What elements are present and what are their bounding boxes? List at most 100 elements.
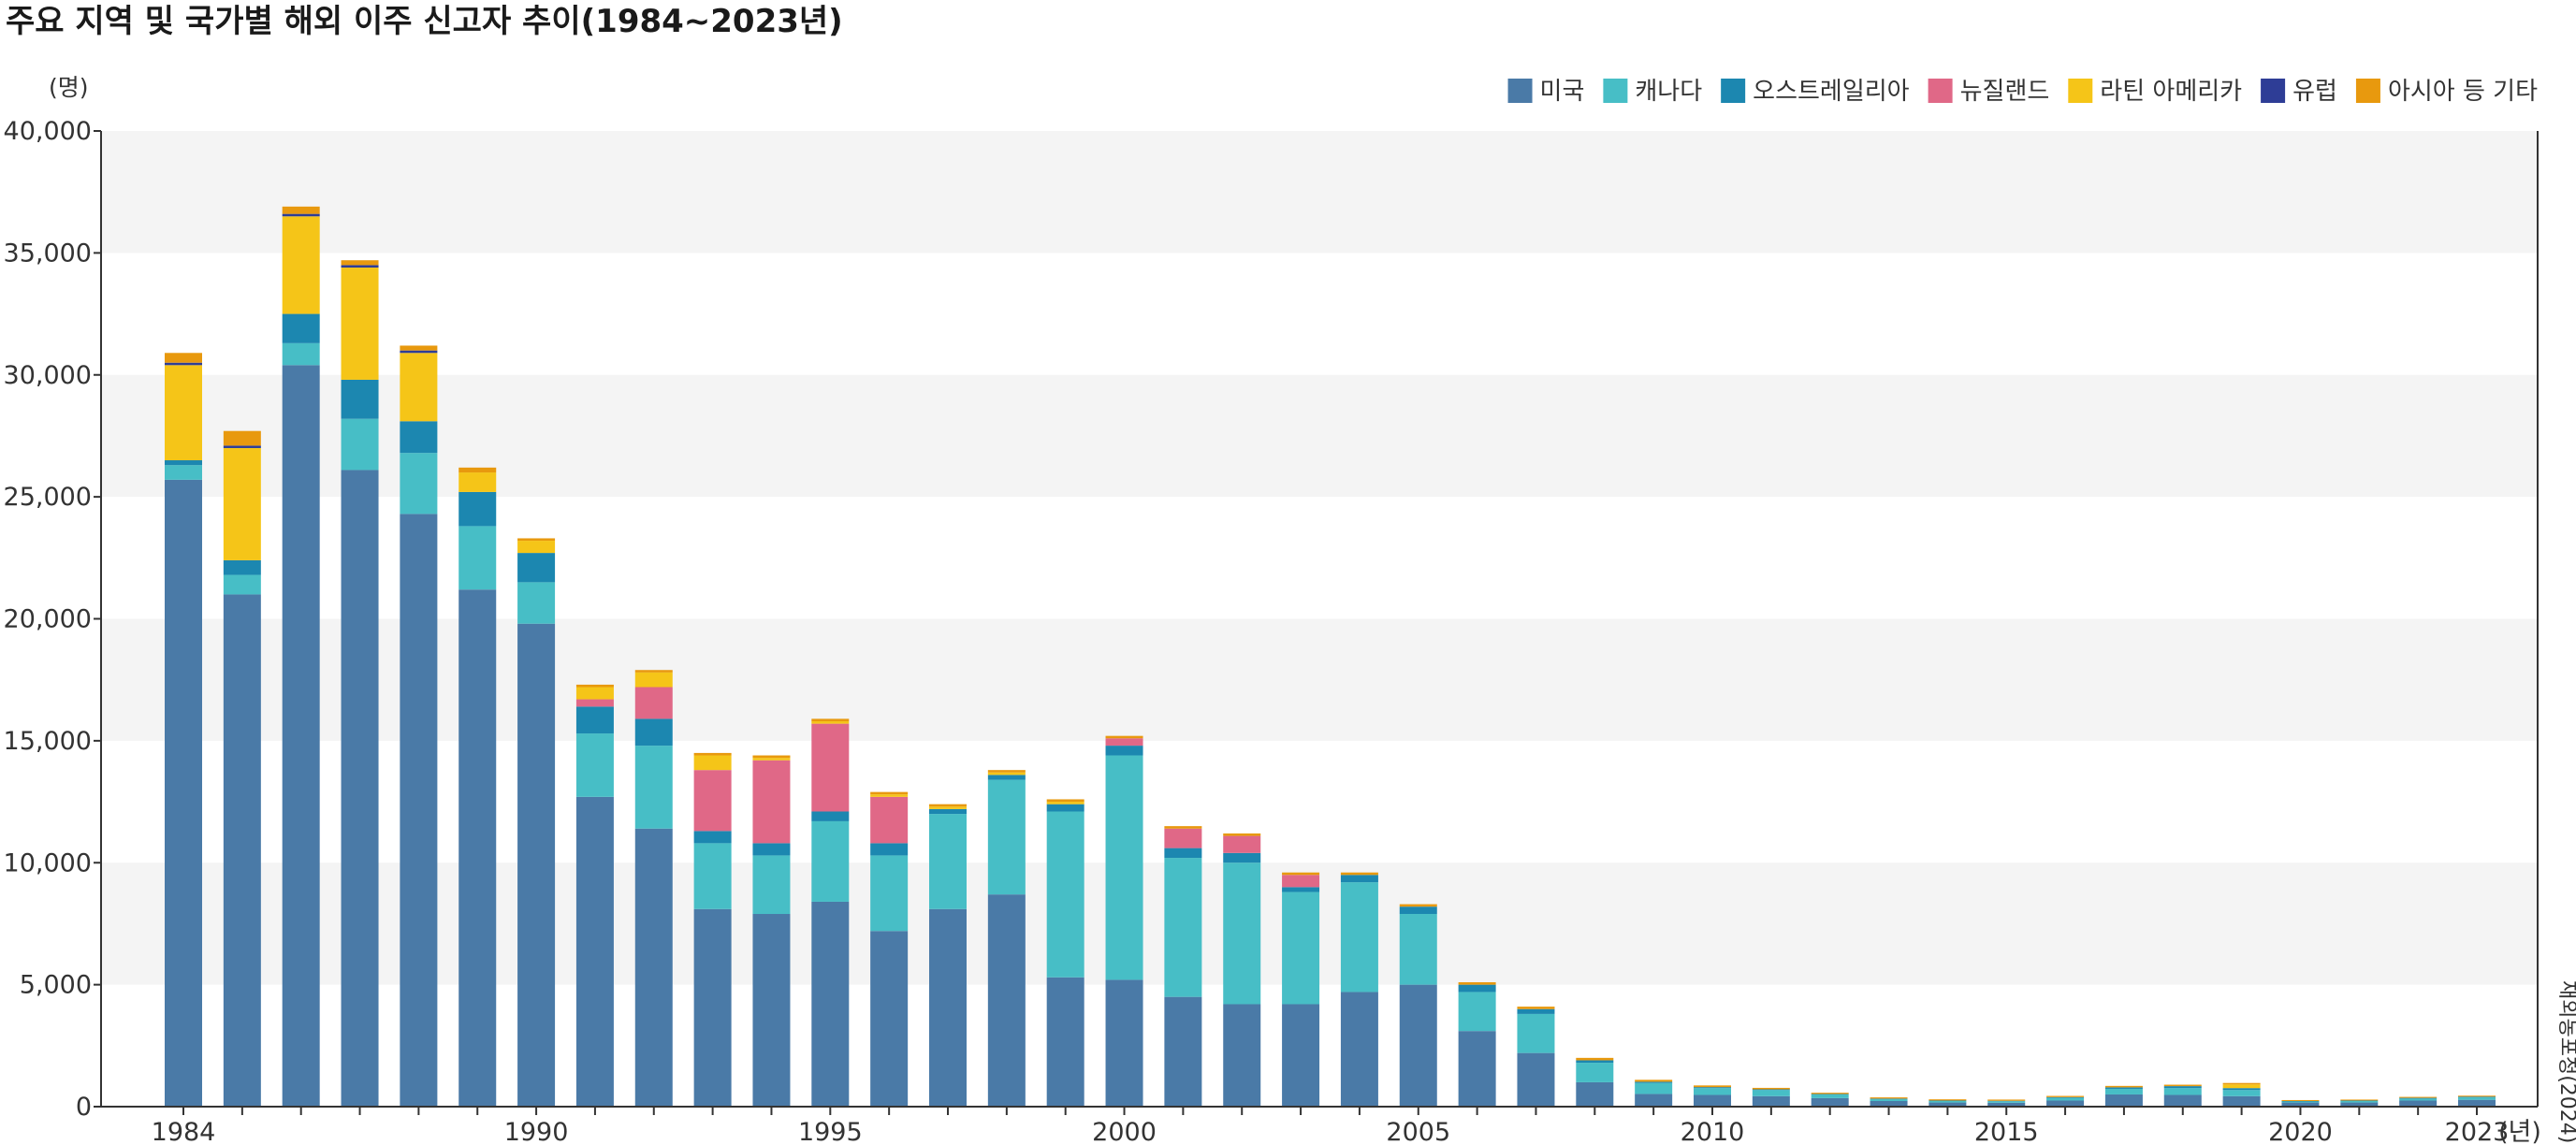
bar-segment — [870, 843, 909, 856]
bar-segment — [458, 589, 497, 1107]
bar-segment — [2046, 1100, 2085, 1107]
bar-segment — [634, 670, 673, 673]
bar-segment — [1164, 848, 1202, 859]
bar-segment — [1399, 984, 1437, 1107]
bar-stack-2009 — [1635, 1080, 1673, 1107]
bar-stack-2006 — [1458, 982, 1496, 1107]
bar-stack-1991 — [575, 684, 614, 1107]
bar-segment — [458, 526, 497, 590]
bar-stack-1987 — [341, 260, 379, 1107]
x-tick-label: 1984 — [152, 1118, 216, 1145]
bar-segment — [2046, 1096, 2085, 1098]
bar-segment — [1458, 984, 1496, 993]
bar-segment — [1399, 904, 1437, 907]
bar-segment — [2163, 1088, 2202, 1095]
bar-segment — [1635, 1080, 1673, 1082]
bar-segment — [1458, 992, 1496, 1032]
bar-segment — [1164, 996, 1202, 1107]
bar-segment — [282, 313, 320, 343]
bar-segment — [1223, 833, 1261, 836]
bar-stack-2013 — [1870, 1097, 1908, 1107]
bar-segment — [2340, 1100, 2379, 1102]
bar-segment — [575, 687, 614, 700]
bar-segment — [341, 418, 379, 471]
bar-stack-2002 — [1223, 833, 1261, 1107]
bar-segment — [987, 772, 1026, 775]
bar-segment — [223, 594, 261, 1107]
legend-item: 오스트레일리아 — [1721, 78, 1910, 106]
y-tick-label: 15,000 — [4, 727, 92, 756]
bar-segment — [1811, 1094, 1849, 1098]
bar-segment — [1340, 882, 1378, 993]
y-tick-label: 25,000 — [4, 483, 92, 512]
legend-label: 아시아 등 기타 — [2388, 78, 2538, 106]
bar-segment — [2340, 1101, 2379, 1103]
legend-label: 유럽 — [2292, 78, 2337, 106]
bar-stack-2014 — [1928, 1099, 1967, 1107]
bar-segment — [1987, 1099, 2026, 1101]
legend-item: 라틴 아메리카 — [2068, 78, 2242, 106]
bar-stack-1994 — [752, 755, 791, 1107]
bar-segment — [2458, 1097, 2496, 1100]
bar-stack-2003 — [1282, 872, 1320, 1107]
x-tick-label: 2023 — [2445, 1118, 2510, 1145]
bar-segment — [2281, 1099, 2320, 1102]
bar-stack-1993 — [693, 752, 732, 1107]
bar-segment — [2340, 1099, 2379, 1101]
legend-label: 캐나다 — [1635, 78, 1702, 106]
bar-stack-1984 — [165, 353, 202, 1107]
bar-stack-2020 — [2281, 1099, 2320, 1107]
bar-segment — [1517, 1008, 1555, 1014]
bar-stack-2004 — [1340, 872, 1378, 1107]
bar-segment — [165, 365, 202, 461]
bar-segment — [1987, 1100, 2026, 1102]
bar-segment — [575, 684, 614, 688]
grid-band — [101, 374, 2538, 498]
bar-segment — [1458, 1031, 1496, 1107]
bar-segment — [929, 804, 967, 807]
bar-segment — [1517, 1013, 1555, 1053]
y-axis-ticks: 0 5,000 10,000 15,000 20,000 25,000 30,000 35,0… — [4, 117, 101, 1122]
legend-swatch — [2261, 79, 2286, 103]
bar-segment — [2163, 1086, 2202, 1089]
bar-stack-2018 — [2163, 1084, 2202, 1107]
bar-segment — [1811, 1097, 1849, 1107]
bar-segment — [2222, 1090, 2261, 1096]
bar-segment — [2281, 1101, 2320, 1102]
bar-segment — [400, 514, 438, 1107]
bars — [165, 206, 2496, 1107]
bar-segment — [693, 755, 732, 771]
bar-segment — [2281, 1101, 2320, 1103]
bar-segment — [1105, 738, 1143, 746]
bar-segment — [165, 465, 202, 480]
bar-segment — [400, 421, 438, 454]
bar-segment — [634, 746, 673, 829]
bar-stack-2000 — [1105, 735, 1143, 1107]
bar-segment — [693, 752, 732, 756]
bar-stack-1992 — [634, 670, 673, 1107]
legend: 미국 캐나다 오스트레일리아 뉴질랜드 라틴 아메리카 유럽 아시아 등 기타 — [1507, 78, 2538, 106]
bar-segment — [282, 216, 320, 314]
bar-segment — [1987, 1101, 2026, 1103]
legend-label: 뉴질랜드 — [1960, 78, 2050, 106]
bar-stack-1990 — [517, 538, 556, 1107]
bar-stack-2023 — [2458, 1095, 2496, 1107]
bar-segment — [223, 559, 261, 575]
y-tick-label: 20,000 — [4, 605, 92, 634]
y-tick-label: 35,000 — [4, 239, 92, 268]
bar-segment — [575, 699, 614, 707]
bar-segment — [752, 914, 791, 1107]
bar-segment — [1046, 799, 1084, 803]
bar-segment — [1105, 735, 1143, 739]
bar-segment — [870, 855, 909, 932]
bar-segment — [1870, 1098, 1908, 1102]
bar-stack-1998 — [987, 770, 1026, 1107]
bar-segment — [1046, 977, 1084, 1107]
legend-item: 미국 — [1507, 78, 1584, 106]
bar-segment — [1928, 1102, 1967, 1107]
bar-segment — [282, 365, 320, 1107]
bar-segment — [1458, 982, 1496, 985]
bar-segment — [282, 342, 320, 366]
bar-segment — [1987, 1102, 2026, 1107]
bar-stack-2007 — [1517, 1007, 1555, 1107]
